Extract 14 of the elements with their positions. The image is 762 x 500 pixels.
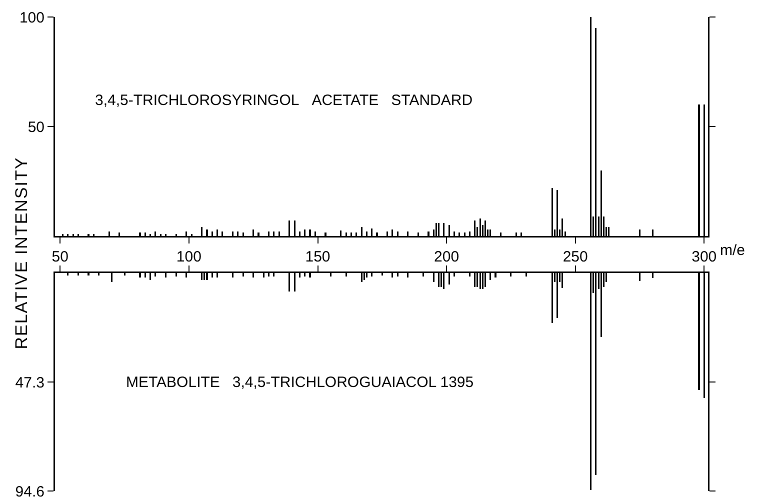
x-axis-title: m/e — [720, 242, 746, 259]
y-tick-label: 100 — [19, 9, 44, 26]
y-tick-label: 47.3 — [15, 374, 44, 392]
annotation: METABOLITE 3,4,5-TRICHLOROGUAIACOL 1395 — [126, 374, 474, 391]
x-tick-label: 250 — [562, 248, 588, 266]
y-tick-label: 94.6 — [15, 483, 44, 500]
x-tick-label: 150 — [305, 248, 330, 266]
x-tick-label: 300 — [692, 248, 717, 266]
y-tick-label: 50 — [28, 118, 44, 136]
y-axis-title: RELATIVE INTENSITY — [12, 156, 32, 350]
x-tick-label: 50 — [52, 248, 68, 266]
x-tick-label: 200 — [434, 248, 460, 266]
x-tick-label: 100 — [176, 248, 202, 266]
annotation: 3,4,5-TRICHLOROSYRINGOL ACETATE STANDARD — [95, 92, 473, 109]
